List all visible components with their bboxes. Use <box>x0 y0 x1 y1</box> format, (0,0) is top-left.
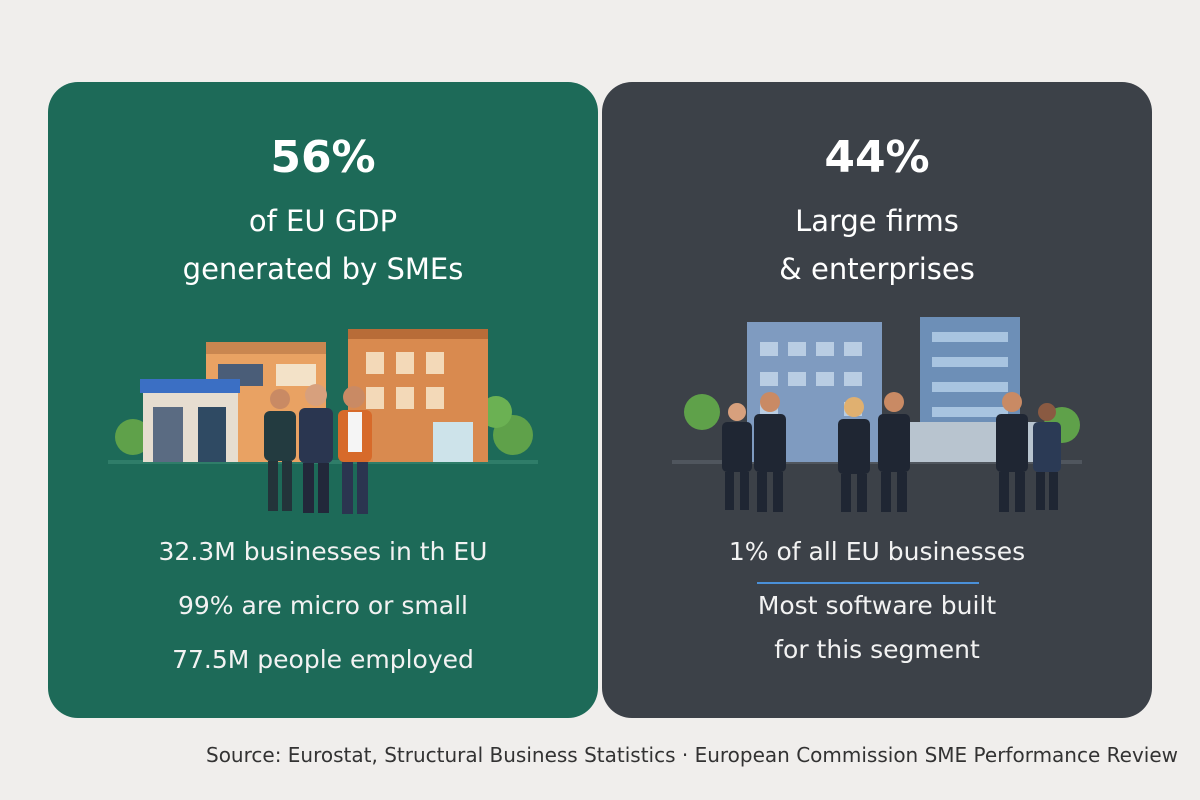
caption: Large firms <box>795 204 959 238</box>
underline <box>757 582 979 584</box>
stat: 56% <box>270 132 376 183</box>
caption: generated by SMEs <box>182 252 464 286</box>
fact: 77.5M people employed <box>172 645 474 674</box>
source-note: Source: Eurostat, Structural Business St… <box>206 743 1178 767</box>
large-firm-card: 44% Large firms & enterprises 1% of all … <box>602 82 1152 718</box>
fact: 32.3M businesses in th EU <box>158 537 488 566</box>
fact: 1% of all EU businesses <box>728 537 1026 566</box>
fact: for this segment <box>774 635 980 664</box>
enterprise-illustration <box>672 317 1082 512</box>
stat: 44% <box>824 132 930 183</box>
caption: & enterprises <box>779 252 975 286</box>
fact: 99% are micro or small <box>177 591 468 620</box>
caption: of EU GDP <box>248 204 398 238</box>
fact: Most software built <box>757 591 997 620</box>
sme-card: 56% of EU GDP generated by SMEs 32.3M bu… <box>48 82 598 718</box>
sme-illustration <box>108 329 538 514</box>
